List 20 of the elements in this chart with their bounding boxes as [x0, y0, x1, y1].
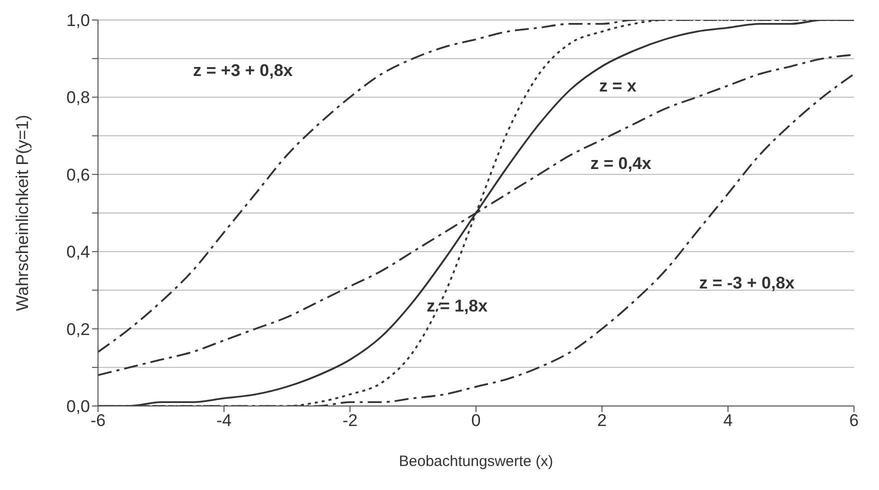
- x-tick-label: 6: [849, 411, 859, 430]
- y-axis-title: Wahrscheinlichkeit P(y=1): [13, 114, 32, 312]
- x-tick-label: -4: [216, 411, 232, 430]
- y-tick-label: 0,8: [66, 88, 90, 108]
- y-tick-label: 0,0: [66, 397, 90, 416]
- x-tick-label: -2: [342, 411, 358, 430]
- y-tick-label: 0,6: [66, 165, 90, 184]
- x-axis-title: Beobachtungswerte (x): [398, 453, 554, 470]
- series-label: z = 0,4x: [590, 154, 652, 173]
- x-tick-label: -6: [90, 411, 106, 430]
- x-tick-label: 0: [471, 411, 481, 430]
- y-tick-label: 0,4: [66, 242, 90, 262]
- series-label: z = -3 + 0,8x: [699, 274, 796, 293]
- series-label: z = 1,8x: [426, 296, 488, 316]
- y-tick-label: 1,0: [66, 11, 90, 30]
- series-label: z = x: [599, 76, 637, 96]
- y-tick-label: 0,2: [66, 320, 90, 339]
- x-tick-label: 4: [723, 411, 733, 430]
- x-tick-label: 2: [597, 411, 607, 430]
- text: z = +3 + 0,8x: [193, 61, 294, 80]
